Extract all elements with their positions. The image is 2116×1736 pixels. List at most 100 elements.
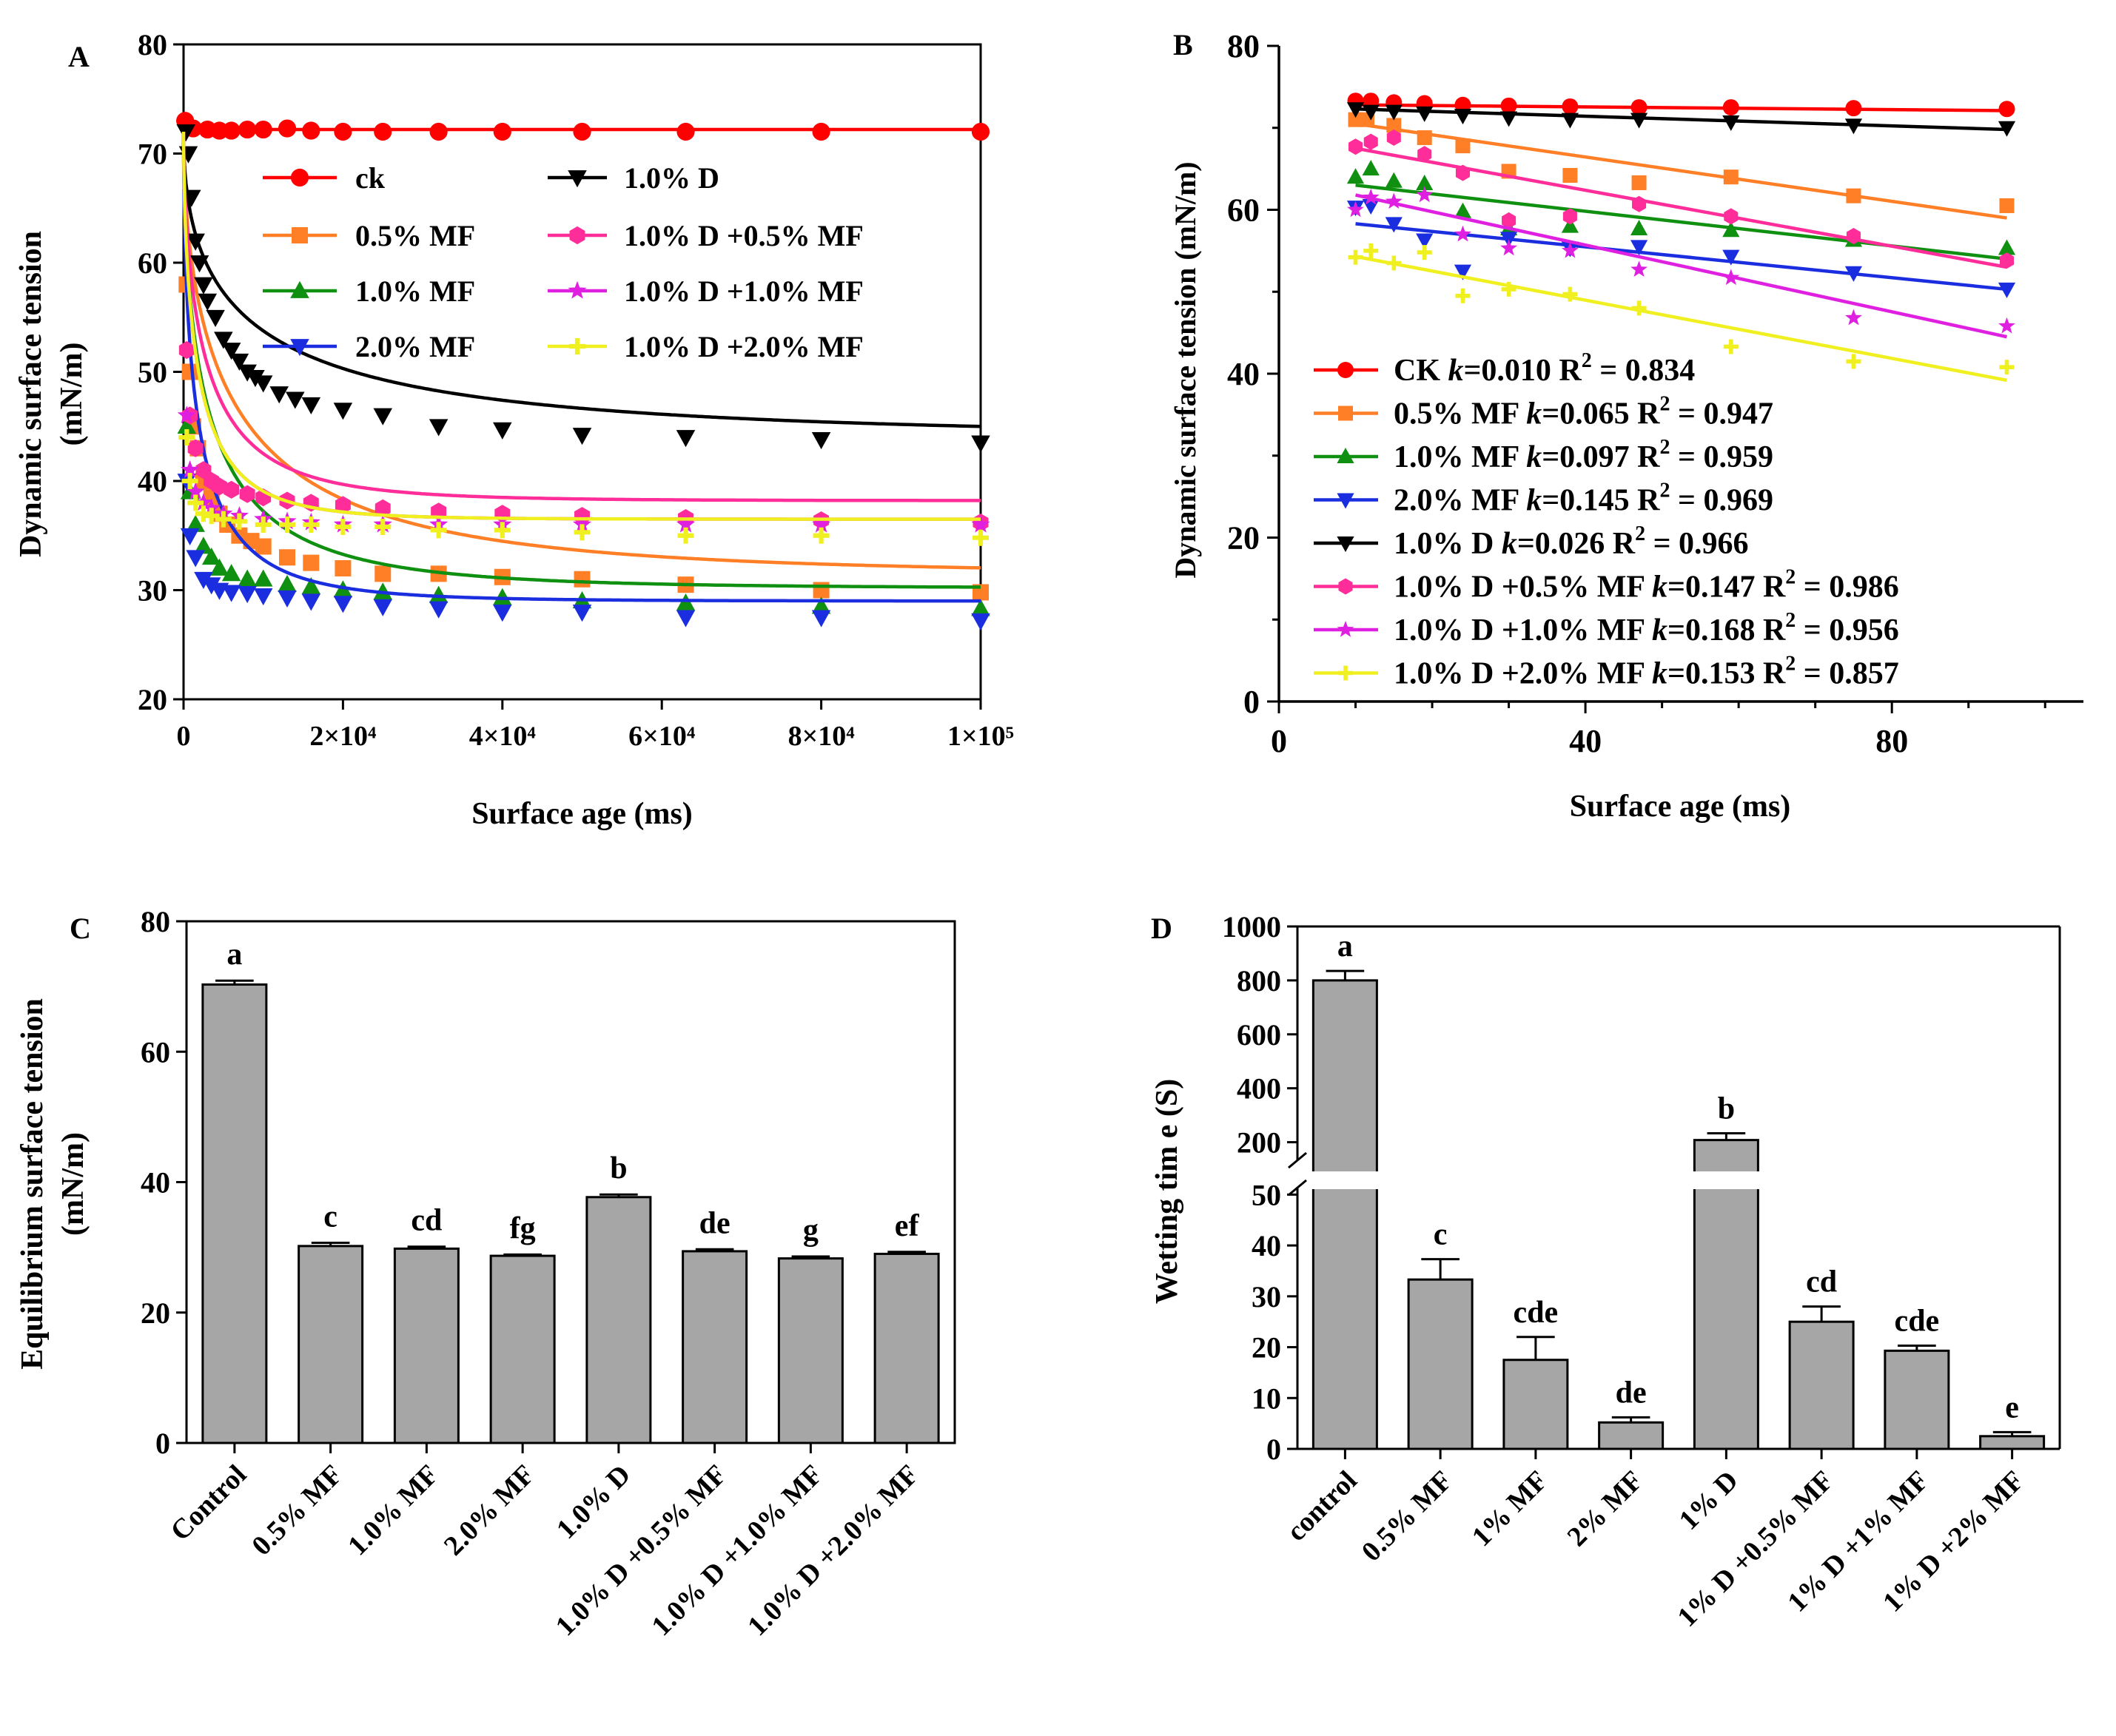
data-point-a-ck [374, 122, 392, 141]
legend-r2-superscript-b: 2 [1785, 609, 1796, 632]
legend-r2-superscript-b: 2 [1785, 653, 1796, 676]
y-tick-label-a: 70 [138, 138, 167, 171]
data-point-b-d_mf20 [1363, 243, 1379, 258]
y-tick-label-d: 40 [1252, 1229, 1281, 1262]
data-point-b-d_mf20 [1455, 288, 1471, 303]
fit-line-b-d_mf20 [1355, 255, 2007, 383]
data-point-b-mf05 [1417, 130, 1432, 146]
x-tick-label-a: 4×10⁴ [469, 721, 537, 752]
data-point-b-d_mf05 [1455, 164, 1470, 181]
legend-label-a-mf05: 0.5% MF [355, 219, 475, 252]
x-tick-label-d-0: control [1280, 1465, 1363, 1547]
data-point-a-d_mf05 [211, 477, 227, 496]
y-tick-label-a: 20 [138, 683, 167, 716]
x-tick-label-c-1: 0.5% MF [246, 1459, 349, 1562]
fit-curve-a-d10 [181, 132, 981, 428]
data-point-a-d10 [286, 391, 305, 409]
data-point-b-d10 [1362, 104, 1380, 121]
data-point-a-d_mf10 [177, 406, 196, 424]
legend-r2-value-b: = 0.966 [1645, 527, 1748, 561]
data-point-b-mf10 [1362, 160, 1380, 176]
data-point-b-d_mf05 [1562, 208, 1577, 225]
data-point-a-d10 [572, 428, 592, 445]
data-point-a-d10 [221, 343, 241, 360]
data-point-a-ck [493, 122, 511, 141]
bar-c-3 [489, 1254, 556, 1444]
data-point-b-mf05 [1386, 118, 1402, 133]
data-point-a-d10 [429, 419, 449, 437]
data-point-b-d_mf10 [1500, 239, 1517, 256]
legend-series-name-b: CK [1394, 354, 1448, 388]
y-tick-label-d: 30 [1252, 1280, 1281, 1313]
data-point-a-d_mf10 [181, 460, 200, 478]
x-tick-label-d-2: 1% MF [1466, 1465, 1554, 1552]
data-point-a-ck [812, 122, 830, 141]
x-tick-label-c-0: Control [164, 1459, 252, 1547]
data-point-b-d10 [1722, 115, 1740, 131]
data-point-a-mf10 [278, 574, 297, 593]
data-point-a-ck [238, 120, 257, 139]
data-point-a-mf20 [253, 588, 273, 606]
data-point-a-ck [573, 122, 591, 141]
legend-marker-b-ck [1337, 362, 1354, 378]
data-point-a-d10 [229, 353, 249, 371]
data-point-a-d_mf20 [255, 517, 272, 533]
significance-letter-c-2: cd [411, 1204, 442, 1238]
y-tick-label-b: 60 [1227, 192, 1260, 229]
data-point-a-d_mf05 [187, 439, 204, 457]
data-point-a-mf20 [278, 590, 297, 608]
data-point-a-d10 [238, 364, 257, 382]
data-point-b-d_mf10 [1630, 260, 1648, 277]
panel-label-a: A [68, 40, 90, 73]
data-point-b-d_mf10 [1416, 186, 1434, 203]
data-point-b-mf10 [1998, 239, 2016, 255]
legend-r2-superscript-b: 2 [1635, 522, 1645, 545]
data-point-a-d_mf10 [202, 498, 221, 517]
legend-k-value-b: =0.097 R [1542, 440, 1660, 474]
significance-letter-d-5: cd [1806, 1265, 1837, 1299]
x-tick-label-a: 8×10⁴ [788, 721, 856, 752]
data-point-a-d10 [253, 375, 273, 393]
data-point-b-d_mf10 [1362, 188, 1380, 205]
data-point-a-mf05 [279, 549, 296, 566]
legend-series-name-b: 1.0% D +1.0% MF [1394, 613, 1652, 647]
y-tick-label-b: 0 [1243, 684, 1260, 720]
data-point-a-mf10 [194, 536, 213, 554]
y-tick-label-d: 600 [1237, 1018, 1281, 1052]
legend-label-a-d_mf05: 1.0% D +0.5% MF [624, 219, 864, 252]
x-tick-label-d-4: 1% D [1673, 1465, 1744, 1536]
data-point-a-d_mf10 [572, 514, 592, 533]
legend-k-value-b: =0.065 R [1542, 397, 1660, 431]
data-point-b-d10 [1630, 112, 1648, 129]
y-axis-label-d: Wetting tim e (S) [1150, 1079, 1184, 1304]
y-tick-label-d: 200 [1237, 1126, 1281, 1160]
data-point-a-mf10 [493, 588, 512, 605]
legend-marker-b-mf20 [1337, 493, 1354, 509]
bar-c-0 [201, 983, 268, 1444]
data-point-a-d_mf10 [186, 482, 205, 500]
x-tick-label-a: 2×10⁴ [309, 721, 377, 752]
data-point-b-mf05 [1631, 175, 1647, 190]
significance-letter-c-5: de [699, 1206, 730, 1240]
y-tick-label-c: 20 [141, 1296, 170, 1330]
data-point-a-d10 [301, 397, 321, 414]
data-point-b-mf10 [1561, 217, 1579, 233]
data-point-b-d_mf05 [1363, 133, 1378, 150]
data-point-a-mf20 [194, 571, 213, 589]
data-point-b-mf10 [1722, 221, 1740, 238]
data-point-a-d_mf20 [375, 518, 392, 535]
data-point-a-d_mf20 [430, 522, 447, 539]
legend-marker-b-d_mf10 [1337, 621, 1354, 637]
data-point-b-mf20 [1998, 282, 2016, 298]
data-point-b-d_mf05 [1846, 227, 1861, 244]
data-point-b-d_mf20 [1348, 249, 1363, 265]
data-point-b-ck [1722, 99, 1739, 116]
legend-k-symbol-b: k [1652, 613, 1667, 647]
y-tick-label-c: 40 [141, 1166, 170, 1200]
y-tick-label-c: 60 [141, 1035, 170, 1069]
data-point-b-mf05 [1455, 138, 1471, 154]
legend-label-a-d_mf20: 1.0% D +2.0% MF [624, 330, 864, 363]
bar-d-1 [1407, 1278, 1474, 1450]
data-point-b-d10 [1454, 109, 1472, 125]
data-point-b-ck [1500, 97, 1517, 114]
